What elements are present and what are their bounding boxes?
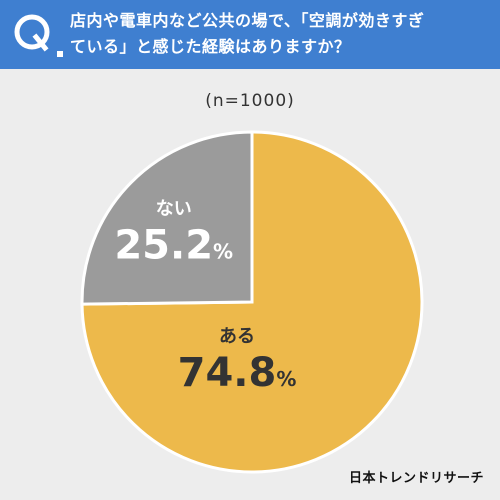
question-header: 店内や電車内など公共の場で、「空調が効きすぎ ている」と感じた経験はありますか？	[0, 0, 500, 69]
pie-slice-nai	[80, 130, 254, 306]
slice-label-nai: ない	[156, 199, 192, 220]
slice-value-aru: 74.8%	[178, 350, 297, 396]
pie-slice-aru	[80, 130, 424, 474]
sample-size: (n=1000)	[205, 91, 295, 111]
question-text: 店内や電車内など公共の場で、「空調が効きすぎ ている」と感じた経験はありますか？	[70, 8, 490, 60]
slice-label-aru: ある	[219, 326, 255, 347]
slice-value-nai: 25.2%	[114, 223, 233, 269]
question-line-2: ている」と感じた経験はありますか？	[70, 37, 351, 56]
question-line-1: 店内や電車内など公共の場で、「空調が効きすぎ	[70, 11, 425, 30]
q-icon	[14, 14, 50, 52]
brand-logo: 日本トレンドリサーチ	[348, 471, 484, 486]
q-dot	[57, 51, 63, 57]
